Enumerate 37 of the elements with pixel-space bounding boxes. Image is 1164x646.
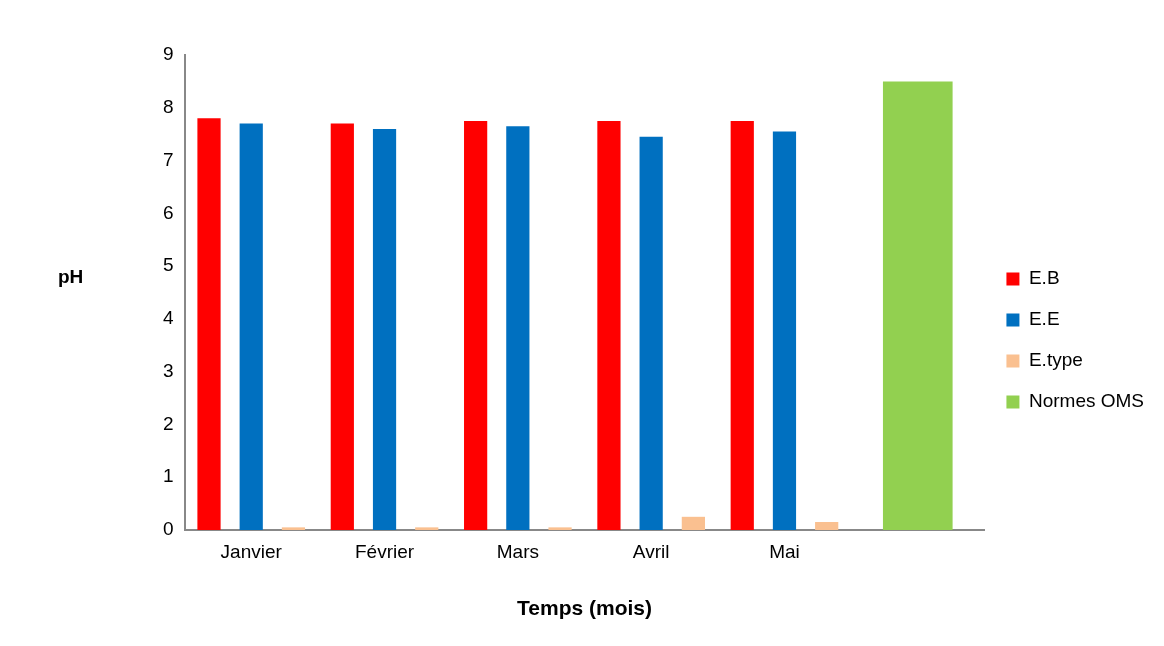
y-tick-label: 8 [162, 96, 174, 118]
bar [464, 120, 488, 530]
y-tick-label: 0 [162, 518, 174, 540]
legend-label: E.type [1028, 349, 1083, 371]
x-tick-label: Mars [496, 540, 539, 562]
bar [548, 527, 572, 530]
y-tick-label: 1 [162, 465, 174, 487]
x-tick-label: Mai [769, 540, 800, 562]
x-tick-label: Février [354, 540, 415, 562]
y-tick-label: 6 [162, 201, 174, 223]
bar [330, 123, 354, 530]
y-tick-label: 2 [162, 412, 174, 434]
legend-label: Normes OMS [1028, 390, 1145, 412]
bar [681, 516, 705, 530]
x-tick-label: Janvier [220, 540, 283, 562]
y-tick-label: 7 [162, 148, 174, 170]
y-tick-label: 5 [162, 254, 174, 276]
bar [239, 123, 263, 530]
bar [597, 120, 621, 530]
bar [506, 126, 530, 530]
legend-label: E.E [1028, 308, 1060, 330]
y-tick-label: 9 [162, 43, 174, 65]
bar [281, 527, 306, 530]
bar [639, 136, 663, 530]
bar [772, 131, 797, 530]
x-tick-label: Avril [632, 540, 670, 562]
x-axis-title: Temps (mois) [517, 596, 652, 620]
bar [882, 81, 953, 530]
y-axis-title: pH [58, 266, 84, 288]
bar [815, 522, 839, 530]
y-tick-label: 4 [162, 307, 174, 329]
bar [372, 128, 397, 530]
y-tick-label: 3 [162, 359, 174, 381]
bar [415, 527, 439, 530]
legend-label: E.B [1028, 267, 1060, 289]
bar [197, 118, 221, 530]
bar [730, 120, 754, 530]
